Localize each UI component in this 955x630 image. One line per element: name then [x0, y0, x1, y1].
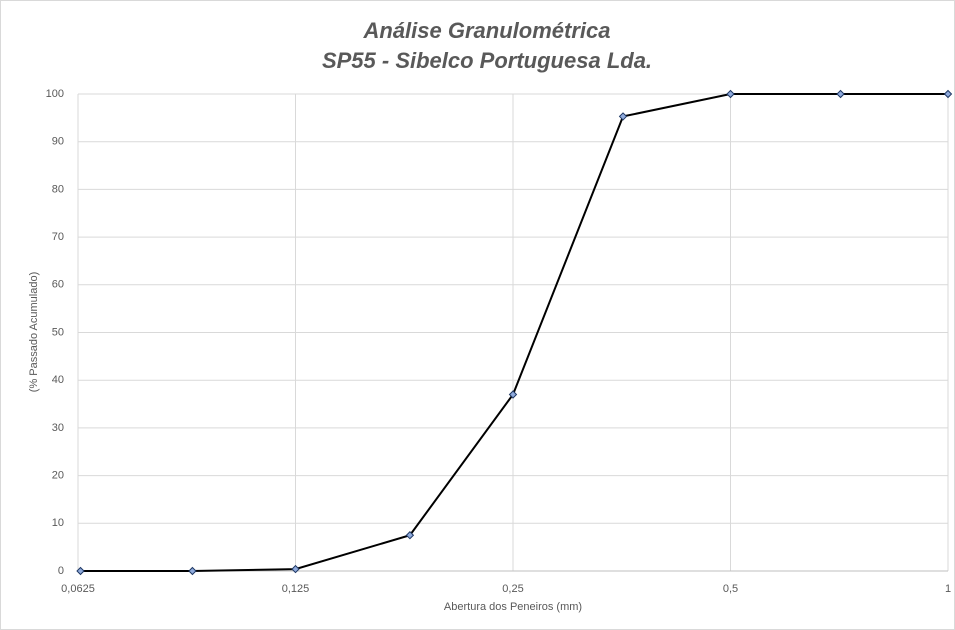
data-point — [726, 89, 735, 99]
y-tick-label: 70 — [52, 231, 64, 243]
x-tick-label: 0,25 — [502, 583, 523, 595]
y-tick-label: 90 — [52, 136, 64, 148]
x-axis-label: Abertura dos Peneiros (mm) — [444, 601, 582, 613]
x-tick-label: 0,0625 — [61, 583, 95, 595]
data-point — [618, 112, 628, 121]
y-tick-label: 40 — [52, 374, 64, 386]
data-point — [188, 566, 197, 576]
data-point — [291, 564, 300, 574]
chart-title: Análise Granulométrica — [363, 18, 611, 43]
y-tick-label: 80 — [52, 183, 64, 195]
y-tick-label: 50 — [52, 326, 64, 338]
x-tick-label: 1 — [945, 583, 951, 595]
data-point — [943, 89, 953, 99]
data-point — [836, 89, 845, 99]
y-tick-label: 60 — [52, 279, 64, 291]
y-tick-label: 20 — [52, 470, 64, 482]
y-axis-label: (% Passado Acumulado) — [28, 272, 40, 392]
y-tick-label: 10 — [52, 517, 64, 529]
x-tick-label: 0,5 — [723, 583, 738, 595]
x-tick-label: 0,125 — [282, 583, 310, 595]
data-point — [76, 566, 85, 576]
data-point — [508, 390, 518, 399]
chart-subtitle: SP55 - Sibelco Portuguesa Lda. — [322, 48, 652, 73]
y-tick-label: 100 — [46, 88, 64, 100]
y-tick-label: 30 — [52, 422, 64, 434]
y-tick-label: 0 — [58, 565, 64, 577]
data-point — [405, 531, 415, 540]
